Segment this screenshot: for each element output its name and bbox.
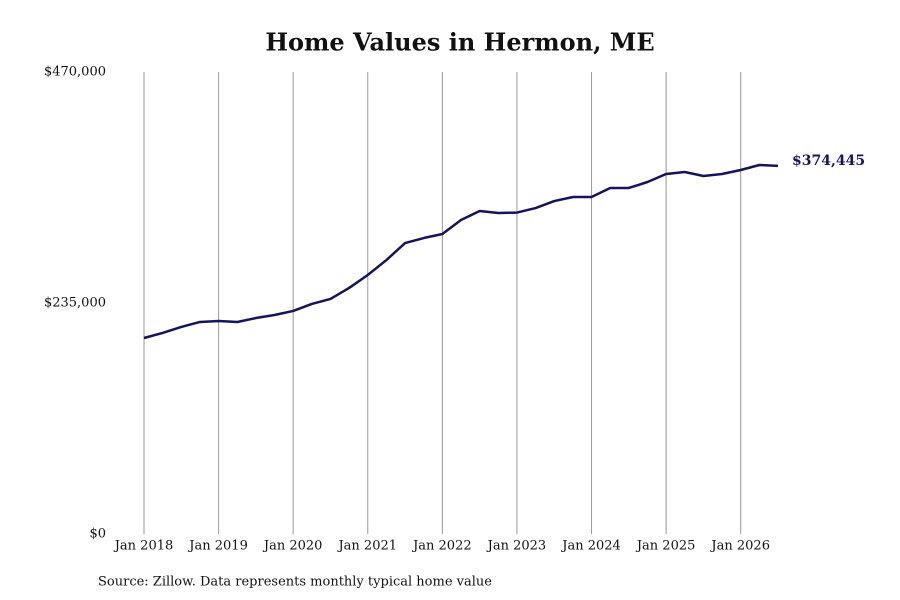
x-tick-label: Jan 2022 bbox=[411, 539, 472, 554]
x-tick-label: Jan 2021 bbox=[336, 539, 397, 554]
x-tick-label: Jan 2020 bbox=[262, 539, 323, 554]
x-tick-label: Jan 2018 bbox=[113, 539, 174, 554]
x-tick-label: Jan 2023 bbox=[486, 539, 547, 554]
source-note: Source: Zillow. Data represents monthly … bbox=[98, 575, 492, 590]
x-tick-label: Jan 2024 bbox=[560, 539, 621, 554]
y-tick-label: $0 bbox=[89, 527, 106, 542]
x-tick-label: Jan 2019 bbox=[187, 539, 248, 554]
end-value-label: $374,445 bbox=[792, 153, 865, 169]
y-tick-label: $235,000 bbox=[44, 296, 106, 311]
chart-title: Home Values in Hermon, ME bbox=[265, 28, 654, 57]
line bbox=[143, 163, 779, 340]
x-tick-label: Jan 2026 bbox=[709, 539, 770, 554]
x-tick-label: Jan 2025 bbox=[635, 539, 696, 554]
y-tick-label: $470,000 bbox=[44, 65, 106, 80]
